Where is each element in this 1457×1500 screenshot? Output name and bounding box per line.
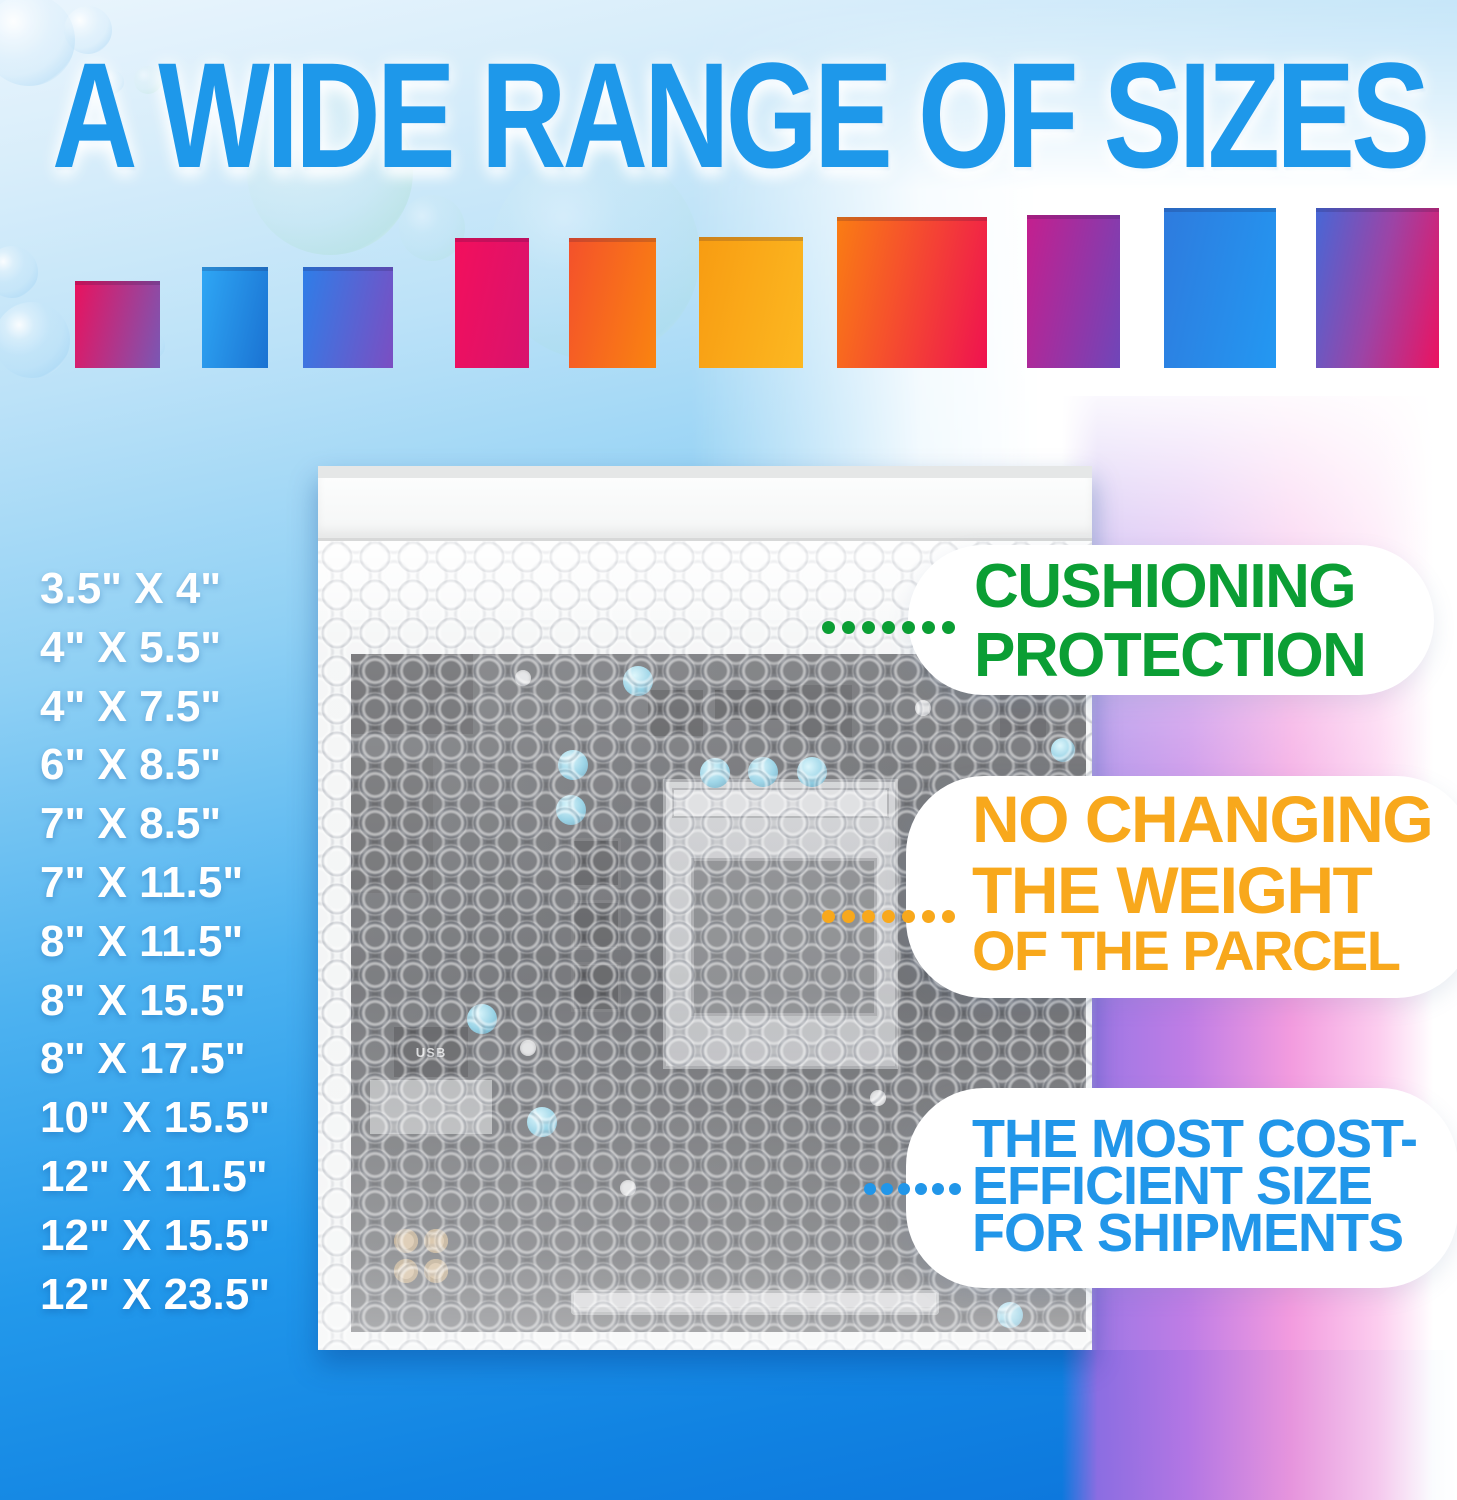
size-item: 10" X 15.5" [40, 1093, 271, 1143]
bars-row [0, 208, 1457, 368]
callout-line: NO CHANGING [972, 782, 1434, 856]
callout-line: PROTECTION [974, 621, 1367, 690]
callout-line: THE MOST COST- [972, 1109, 1418, 1169]
soap-bubble-icon [399, 195, 465, 261]
callout-cushioning-protection: CUSHIONING PROTECTION [908, 545, 1434, 695]
callout-line: OF THE PARCEL [972, 919, 1401, 982]
size-item: 12" X 11.5" [40, 1151, 268, 1201]
callout-no-weight-change: NO CHANGING THE WEIGHT OF THE PARCEL [906, 776, 1457, 998]
size-item: 8" X 17.5" [40, 1034, 246, 1084]
leader-dot [822, 910, 835, 923]
size-item: 7" X 11.5" [40, 857, 244, 907]
leader-dot [942, 910, 955, 923]
soap-bubble-icon [64, 6, 112, 54]
size-bar [303, 267, 393, 368]
leader-dots-cost [864, 1183, 966, 1195]
size-item: 12" X 23.5" [40, 1269, 271, 1319]
leader-dot [898, 1183, 910, 1195]
leader-dot [822, 621, 835, 634]
size-item: 7" X 8.5" [40, 799, 222, 849]
leader-dot [882, 910, 895, 923]
leader-dot [864, 1183, 876, 1195]
leader-dot [862, 621, 875, 634]
callout-line: CUSHIONING [974, 552, 1357, 621]
size-item: 4" X 7.5" [40, 681, 222, 731]
size-bar [1316, 208, 1439, 368]
size-item: 6" X 8.5" [40, 740, 222, 790]
page-title: A WIDE RANGE OF SIZES [52, 31, 1430, 199]
soap-bubble-icon [0, 302, 70, 378]
size-item: 8" X 11.5" [40, 916, 244, 966]
leader-dot [949, 1183, 961, 1195]
leader-dot [882, 621, 895, 634]
soap-bubble-icon [247, 89, 413, 255]
leader-dot [842, 621, 855, 634]
leader-dots-cushioning [822, 621, 962, 634]
size-bar [455, 238, 529, 368]
size-bar [699, 237, 803, 368]
leader-dot [922, 910, 935, 923]
leader-dot [902, 910, 915, 923]
callout-line: FOR SHIPMENTS [972, 1203, 1404, 1263]
size-item: 8" X 15.5" [40, 975, 246, 1025]
leader-dot [915, 1183, 927, 1195]
leader-dot [881, 1183, 893, 1195]
callout-cost-efficient: THE MOST COST- EFFICIENT SIZE FOR SHIPME… [906, 1088, 1457, 1288]
leader-dot [932, 1183, 944, 1195]
size-bar [837, 217, 987, 368]
leader-dot [842, 910, 855, 923]
bag-flap [318, 478, 1092, 541]
size-item: 3.5" X 4" [40, 564, 222, 613]
size-bar [1164, 208, 1276, 368]
size-bar [569, 238, 656, 368]
leader-dot [902, 621, 915, 634]
size-list: 3.5" X 4" 4" X 5.5" 4" X 7.5" 6" X 8.5" 7" X… [40, 560, 270, 1324]
callout-line: THE WEIGHT [972, 853, 1373, 927]
bag-flap-edge [318, 466, 1092, 478]
leader-dot [922, 621, 935, 634]
size-item: 4" X 5.5" [40, 622, 222, 672]
size-bar [1027, 215, 1120, 368]
size-bar [75, 281, 160, 368]
leader-dot [942, 621, 955, 634]
leader-dots-weight [822, 910, 962, 923]
callout-line: EFFICIENT SIZE [972, 1156, 1373, 1216]
size-item: 12" X 15.5" [40, 1210, 271, 1260]
soap-bubble-icon [100, 70, 124, 94]
leader-dot [862, 910, 875, 923]
size-bar [202, 267, 268, 368]
soap-bubble-icon [134, 66, 162, 94]
